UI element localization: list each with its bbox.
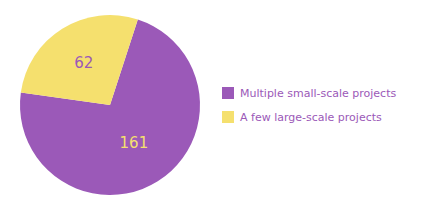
legend-label: Multiple small-scale projects — [240, 87, 396, 100]
pie-slice — [21, 15, 138, 105]
legend: Multiple small-scale projects A few large… — [222, 87, 396, 124]
chart: 161 62 Multiple small-scale projects A few … — [0, 0, 442, 210]
legend-label: A few large-scale projects — [240, 111, 382, 124]
legend-swatch — [222, 111, 234, 123]
data-label: 161 — [120, 134, 149, 152]
pie — [20, 15, 200, 195]
legend-swatch — [222, 87, 234, 99]
data-label: 62 — [74, 54, 93, 72]
